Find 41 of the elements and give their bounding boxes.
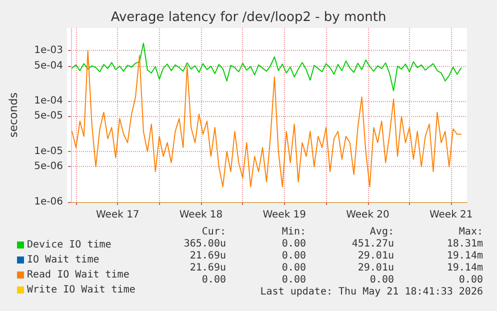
line-series xyxy=(71,50,462,188)
y-axis-title: seconds xyxy=(7,92,20,138)
x-tick-label: Week 20 xyxy=(346,210,390,220)
legend-label: Device IO time xyxy=(27,240,112,250)
text: Avg: xyxy=(370,226,394,238)
text: 19.14m xyxy=(446,250,483,262)
text: Max: xyxy=(458,226,483,238)
text: Last update: Thu May 21 18:41:33 2026 xyxy=(260,286,483,298)
text: 365.00u xyxy=(184,238,226,250)
text: 0.00 xyxy=(282,250,306,262)
text: 21.69u xyxy=(190,250,226,262)
y-tick-label: 1e-06 xyxy=(34,196,63,208)
text: 0.00 xyxy=(282,262,306,274)
y-tick-label: 5e-05 xyxy=(34,110,63,122)
x-tick-label: Week 18 xyxy=(179,210,223,220)
text: Cur: xyxy=(202,226,226,238)
text: 19.14m xyxy=(446,262,483,274)
y-tick-label: 5e-06 xyxy=(34,161,63,172)
text: 451.27u xyxy=(352,238,394,250)
legend-label: IO Wait time xyxy=(27,254,100,266)
text: 0.00 xyxy=(282,274,306,286)
y-tick-label: 1e-04 xyxy=(34,96,63,107)
x-tick-label: Week 19 xyxy=(262,210,306,220)
text: 29.01u xyxy=(358,250,394,262)
x-tick-label: Week 17 xyxy=(96,210,140,220)
x-tick-label: Week 21 xyxy=(429,210,473,220)
text: 0.00 xyxy=(282,238,306,250)
chart-title: Average latency for /dev/loop2 - by month xyxy=(110,10,386,25)
legend-label: Write IO Wait time xyxy=(27,284,136,296)
text: 18.31m xyxy=(446,238,483,250)
text: 21.69u xyxy=(190,262,226,274)
text: 0.00 xyxy=(458,274,483,286)
y-tick-label: 5e-04 xyxy=(34,60,63,72)
y-tick-label: 1e-03 xyxy=(34,45,63,56)
text: 0.00 xyxy=(370,274,394,286)
legend-label: Read IO Wait time xyxy=(27,270,130,280)
text: Min: xyxy=(282,226,306,238)
y-tick-label: 1e-05 xyxy=(34,146,63,158)
line-series xyxy=(71,42,462,92)
text: 0.00 xyxy=(202,274,226,286)
text: 29.01u xyxy=(358,262,394,274)
